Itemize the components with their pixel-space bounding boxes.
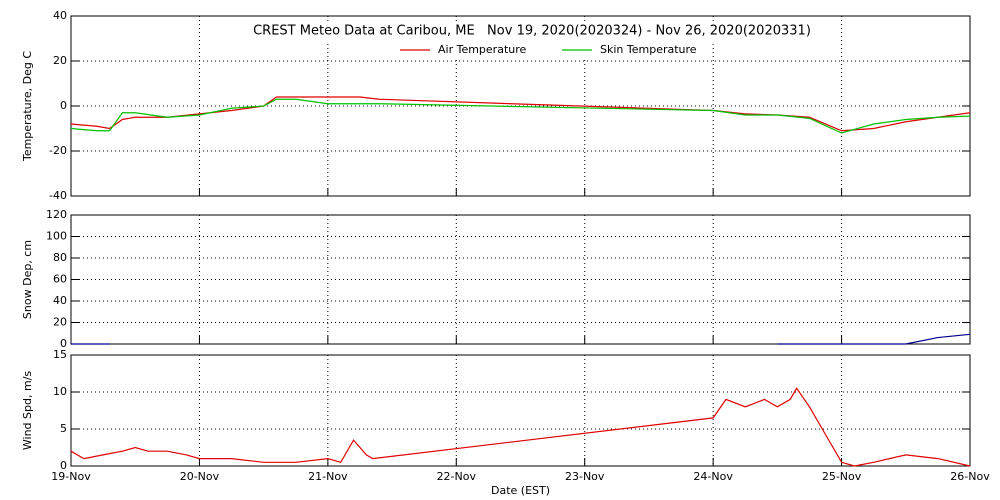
y-tick-label: -40 xyxy=(49,189,67,202)
legend-label: Air Temperature xyxy=(438,43,527,56)
y-axis-label: Wind Spd, m/s xyxy=(21,371,34,451)
y-tick-label: 60 xyxy=(53,273,67,286)
series-line xyxy=(70,387,971,467)
y-tick-label: 100 xyxy=(46,230,67,243)
y-tick-label: 120 xyxy=(46,208,67,221)
y-tick-label: 20 xyxy=(53,54,67,67)
y-tick-label: -20 xyxy=(49,144,67,157)
x-tick-label: 22-Nov xyxy=(437,470,477,483)
x-tick-label: 20-Nov xyxy=(180,470,220,483)
y-axis-label: Snow Dep, cm xyxy=(21,240,34,319)
series-line xyxy=(70,98,971,134)
y-tick-label: 40 xyxy=(53,294,67,307)
chart-title: CREST Meteo Data at Caribou, ME Nov 19, … xyxy=(253,24,811,39)
x-tick-label: 19-Nov xyxy=(51,470,91,483)
x-tick-label: 26-Nov xyxy=(950,470,990,483)
x-tick-label: 21-Nov xyxy=(308,470,348,483)
x-axis-label: Date (EST) xyxy=(491,484,550,497)
y-axis-label: Temperature, Deg C xyxy=(21,51,34,162)
y-tick-label: 40 xyxy=(53,9,67,22)
x-tick-label: 25-Nov xyxy=(822,470,862,483)
legend-label: Skin Temperature xyxy=(600,43,697,56)
y-tick-label: 5 xyxy=(60,422,67,435)
x-tick-label: 24-Nov xyxy=(693,470,733,483)
y-tick-label: 20 xyxy=(53,316,67,329)
x-tick-label: 23-Nov xyxy=(565,470,605,483)
y-tick-label: 0 xyxy=(60,459,67,472)
y-tick-label: 80 xyxy=(53,251,67,264)
y-tick-label: 10 xyxy=(53,385,67,398)
plot-frame xyxy=(70,354,971,467)
legend-bg xyxy=(395,42,695,58)
y-tick-label: 0 xyxy=(60,337,67,350)
title-bg xyxy=(225,21,835,41)
y-tick-label: 0 xyxy=(60,99,67,112)
series-line xyxy=(71,333,971,345)
y-tick-label: 15 xyxy=(53,348,67,361)
